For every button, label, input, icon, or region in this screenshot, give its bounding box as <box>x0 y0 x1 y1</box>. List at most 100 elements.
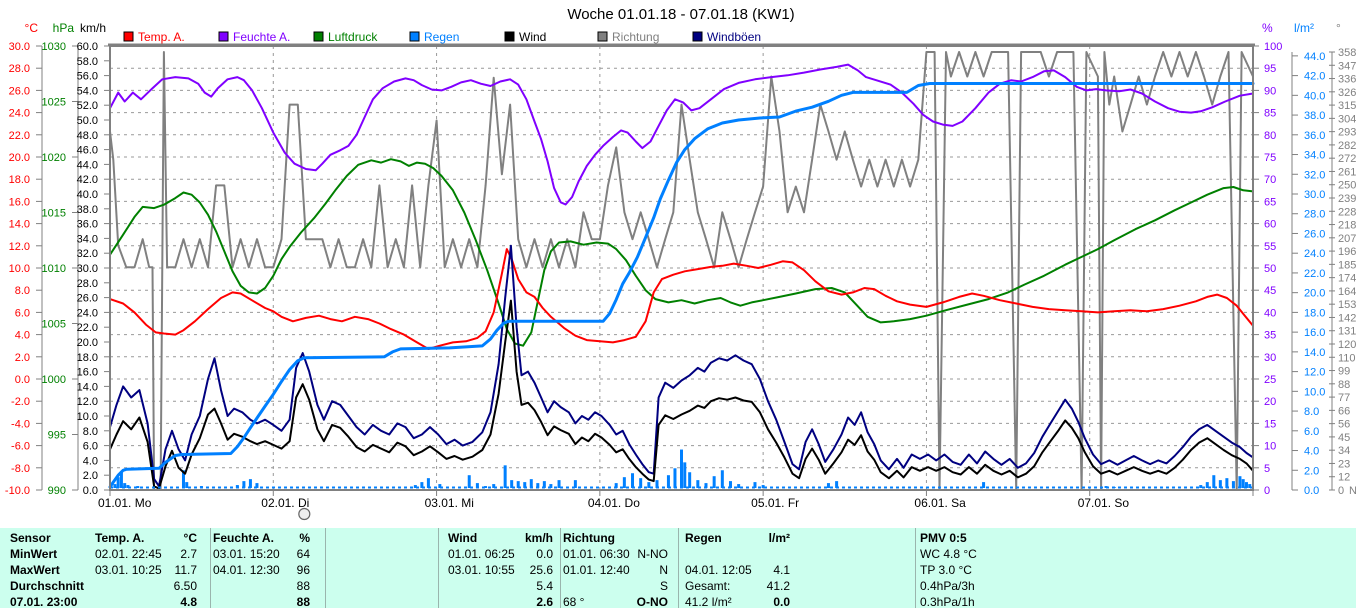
rain-bars <box>113 449 1252 488</box>
tick-label: 30.0 <box>9 41 30 53</box>
table-cell-value: 11.7 <box>174 563 197 577</box>
tick-label: 142 <box>1338 312 1356 324</box>
axis-title-°C: °C <box>25 21 39 35</box>
tick-label: 50 <box>1264 263 1276 275</box>
table-separator <box>915 528 916 608</box>
table-col-header: Wind <box>448 531 478 545</box>
rain-bar <box>1238 476 1242 488</box>
stats-table: Sensor MinWert MaxWert Durchschnitt 07.01. 2… <box>0 528 1356 608</box>
day-label: 01.01. Mo <box>98 496 152 510</box>
tick-label: 20.0 <box>77 337 98 349</box>
tick-label: 65 <box>1264 196 1276 208</box>
tick-label: 22.0 <box>1304 268 1325 280</box>
tick-label: 40.0 <box>77 189 98 201</box>
series-feuchte-a <box>109 63 1254 206</box>
tick-label: 4.0 <box>1304 446 1319 458</box>
table-cell-value: 96 <box>296 563 310 577</box>
tick-label: 2.0 <box>83 470 98 482</box>
tick-label: 326 <box>1338 87 1356 99</box>
tick-label: 15 <box>1264 418 1276 430</box>
tick-label: 228 <box>1338 206 1356 218</box>
plot-area[interactable] <box>110 46 1253 490</box>
table-cell-value: 4.8 <box>180 595 197 608</box>
tick-label: 52.0 <box>77 100 98 112</box>
rain-bar <box>1205 482 1209 488</box>
tick-label: 12.0 <box>1304 367 1325 379</box>
weather-chart[interactable]: °C 30.0 28.0 26.0 24.0 22.0 20.0 18.0 16.0 14.0 12… <box>0 0 1356 528</box>
tick-label: 34 <box>1338 445 1350 457</box>
tick-label: 0 <box>1264 485 1270 497</box>
table-col-header: Feuchte A. <box>213 531 274 545</box>
tick-label: -10.0 <box>5 485 30 497</box>
tick-label: 60 <box>1264 219 1276 231</box>
tick-label: 0.0 <box>83 485 98 497</box>
table-pmv-line: 0.3hPa/1h <box>920 595 975 608</box>
rain-bar <box>413 485 417 488</box>
legend-swatch-icon <box>597 31 608 42</box>
tick-label: 8.0 <box>1304 406 1319 418</box>
legend-item: Luftdruck <box>313 30 378 44</box>
rain-bar <box>503 465 507 488</box>
rain-bar <box>475 483 479 488</box>
legend-item: Temp. A. <box>123 30 185 44</box>
tick-label: 1015 <box>42 208 66 220</box>
table-cell-label: 01.01. 06:30 <box>563 547 630 561</box>
rain-bar <box>835 481 839 488</box>
table-separator <box>678 528 679 608</box>
tick-label: 30 <box>1264 352 1276 364</box>
tick-label: 6.0 <box>83 441 98 453</box>
tick-label: 70 <box>1264 174 1276 186</box>
legend-item: Wind <box>504 30 546 44</box>
series-wind <box>109 299 1254 490</box>
table-col-unit: °C <box>183 531 197 545</box>
tick-label: 20 <box>1264 396 1276 408</box>
rain-bar <box>683 462 687 488</box>
tick-label: -4.0 <box>11 418 30 430</box>
table-cell-value: N <box>659 563 668 577</box>
rain-bar <box>181 470 185 488</box>
series-windb-en <box>109 244 1254 488</box>
tick-label: 85 <box>1264 108 1276 120</box>
tick-label: -6.0 <box>11 441 30 453</box>
tick-label: 12.0 <box>9 241 30 253</box>
tick-label: 1000 <box>42 374 66 386</box>
tick-label: 14.0 <box>9 219 30 231</box>
rain-bar <box>420 482 424 488</box>
tick-label: 95 <box>1264 63 1276 75</box>
chart-background <box>0 0 1356 528</box>
table-cell-value: 2.6 <box>536 595 553 608</box>
axis-title-°: ° <box>1336 21 1341 35</box>
table-col-header: Richtung <box>563 531 615 545</box>
tick-label: 28.0 <box>9 63 30 75</box>
table-row-header: Durchschnitt <box>10 579 85 593</box>
tick-label: 196 <box>1338 246 1356 258</box>
tick-label: 50.0 <box>77 115 98 127</box>
tick-label: 293 <box>1338 127 1356 139</box>
table-row-header: MaxWert <box>10 563 60 577</box>
tick-label: 16.0 <box>9 196 30 208</box>
tick-label: 10.0 <box>77 411 98 423</box>
table-cell-label: 02.01. 22:45 <box>95 547 162 561</box>
rain-bar <box>728 481 732 488</box>
tick-label: 8.0 <box>83 426 98 438</box>
table-col-unit: % <box>299 531 310 545</box>
tick-label: 32.0 <box>77 248 98 260</box>
tick-label: 10 <box>1264 441 1276 453</box>
tick-label: 18.0 <box>1304 307 1325 319</box>
tick-label: 185 <box>1338 259 1356 271</box>
tick-label: 1020 <box>42 152 66 164</box>
rain-bar <box>826 483 830 488</box>
rain-bar <box>426 478 430 488</box>
tick-label: -2.0 <box>11 396 30 408</box>
series-temp-a <box>109 248 1254 350</box>
tick-label: 55 <box>1264 241 1276 253</box>
day-label: 07.01. So <box>1078 496 1130 510</box>
tick-label: 48.0 <box>77 130 98 142</box>
tick-label: 44.0 <box>1304 51 1325 63</box>
tick-label: 18.0 <box>9 174 30 186</box>
table-cell-label: 01.01. 06:25 <box>448 547 515 561</box>
tick-label: 32.0 <box>1304 169 1325 181</box>
table-cell-value: 64 <box>296 547 310 561</box>
legend-swatch-icon <box>409 31 420 42</box>
rain-bar <box>622 477 626 488</box>
